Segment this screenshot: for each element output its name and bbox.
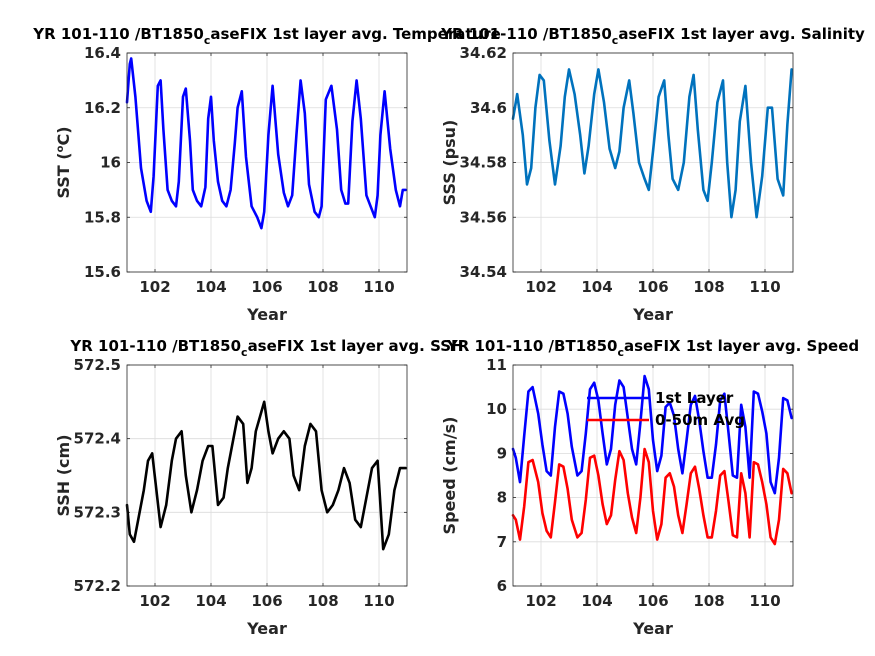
axes-box <box>126 52 408 273</box>
series-line-0 <box>125 57 407 230</box>
y-tick-label: 572.2 <box>74 577 121 595</box>
x-tick-label: 106 <box>251 592 282 610</box>
y-axis-label: SST (oC) <box>54 126 73 198</box>
x-tick-label: 104 <box>195 278 226 296</box>
legend: 1st Layer 0-50m Avg <box>587 389 745 429</box>
x-tick-label: 110 <box>749 592 780 610</box>
x-tick-label: 108 <box>693 592 724 610</box>
x-tick-label: 104 <box>195 592 226 610</box>
x-tick-label: 104 <box>581 592 612 610</box>
y-tick-label: 34.54 <box>460 263 507 281</box>
x-tick-label: 110 <box>363 278 394 296</box>
y-tick-label: 9 <box>497 444 507 462</box>
y-tick-label: 572.3 <box>74 503 121 521</box>
panel-temperature: 102 104 106 108 110 15.6 15.8 16 16.2 16.4 Year SST… <box>32 25 501 324</box>
chart-title: YR 101-110 /BT1850caseFIX 1st layer avg.… <box>69 337 463 359</box>
y-tick-label: 8 <box>497 489 507 507</box>
x-tick-label: 106 <box>637 278 668 296</box>
x-axis-label: Year <box>632 305 673 324</box>
y-tick-label: 16.2 <box>84 99 121 117</box>
x-tick-label: 106 <box>637 592 668 610</box>
panel-salinity: 102 104 106 108 11034.5434.5634.5834.634.62Y… <box>440 25 865 324</box>
y-tick-label: 34.6 <box>470 99 507 117</box>
x-tick-label: 110 <box>749 278 780 296</box>
x-axis-label: Year <box>632 619 673 638</box>
y-tick-label: 572.5 <box>74 356 121 374</box>
axes-box <box>126 364 408 587</box>
axes-box <box>512 364 794 587</box>
y-axis-label: SSS (psu) <box>440 120 459 206</box>
y-tick-label: 34.62 <box>460 44 507 62</box>
y-tick-label: 7 <box>497 533 507 551</box>
x-tick-label: 110 <box>363 592 394 610</box>
series-line-0-50m-avg <box>511 447 793 546</box>
x-tick-label: 102 <box>525 592 556 610</box>
panel-speed: 102 104 106 108 110 6 7 8 9 10 11 Year Speed (cm/s) Y… <box>440 337 859 638</box>
y-tick-label: 572.4 <box>74 430 121 448</box>
panel-ssh: 102 104 106 108 110 572.2 572.3 572.4 572.5 Year S… <box>54 337 464 638</box>
x-tick-label: 104 <box>581 278 612 296</box>
y-axis-label: Speed (cm/s) <box>440 417 459 535</box>
x-axis-label: Year <box>246 305 287 324</box>
y-axis-label: SSH (cm) <box>54 434 73 516</box>
y-tick-label: 34.56 <box>460 208 507 226</box>
series-line-1st-layer <box>511 374 793 495</box>
y-tick-label: 10 <box>486 400 507 418</box>
x-tick-label: 108 <box>307 592 338 610</box>
chart-title: YR 101-110 /BT1850caseFIX 1st layer avg.… <box>440 25 865 47</box>
chart-title: YR 101-110 /BT1850caseFIX 1st layer avg.… <box>32 25 501 47</box>
x-tick-label: 106 <box>251 278 282 296</box>
y-tick-label: 6 <box>497 577 507 595</box>
legend-label: 1st Layer <box>655 389 734 407</box>
x-tick-label: 108 <box>307 278 338 296</box>
y-tick-label: 15.8 <box>84 208 121 226</box>
y-tick-label: 16.4 <box>84 44 121 62</box>
x-tick-label: 108 <box>693 278 724 296</box>
legend-label: 0-50m Avg <box>655 411 745 429</box>
y-tick-label: 11 <box>486 356 507 374</box>
x-axis-label: Year <box>246 619 287 638</box>
series-line-0 <box>125 400 407 551</box>
y-tick-label: 15.6 <box>84 263 121 281</box>
chart-title: YR 101-110 /BT1850caseFIX 1st layer avg.… <box>446 337 859 359</box>
x-tick-label: 102 <box>139 592 170 610</box>
y-tick-label: 34.58 <box>460 154 507 172</box>
axes-box <box>512 52 794 273</box>
x-tick-label: 102 <box>139 278 170 296</box>
x-tick-label: 102 <box>525 278 556 296</box>
y-tick-label: 16 <box>100 154 121 172</box>
series-line-0 <box>511 68 793 219</box>
